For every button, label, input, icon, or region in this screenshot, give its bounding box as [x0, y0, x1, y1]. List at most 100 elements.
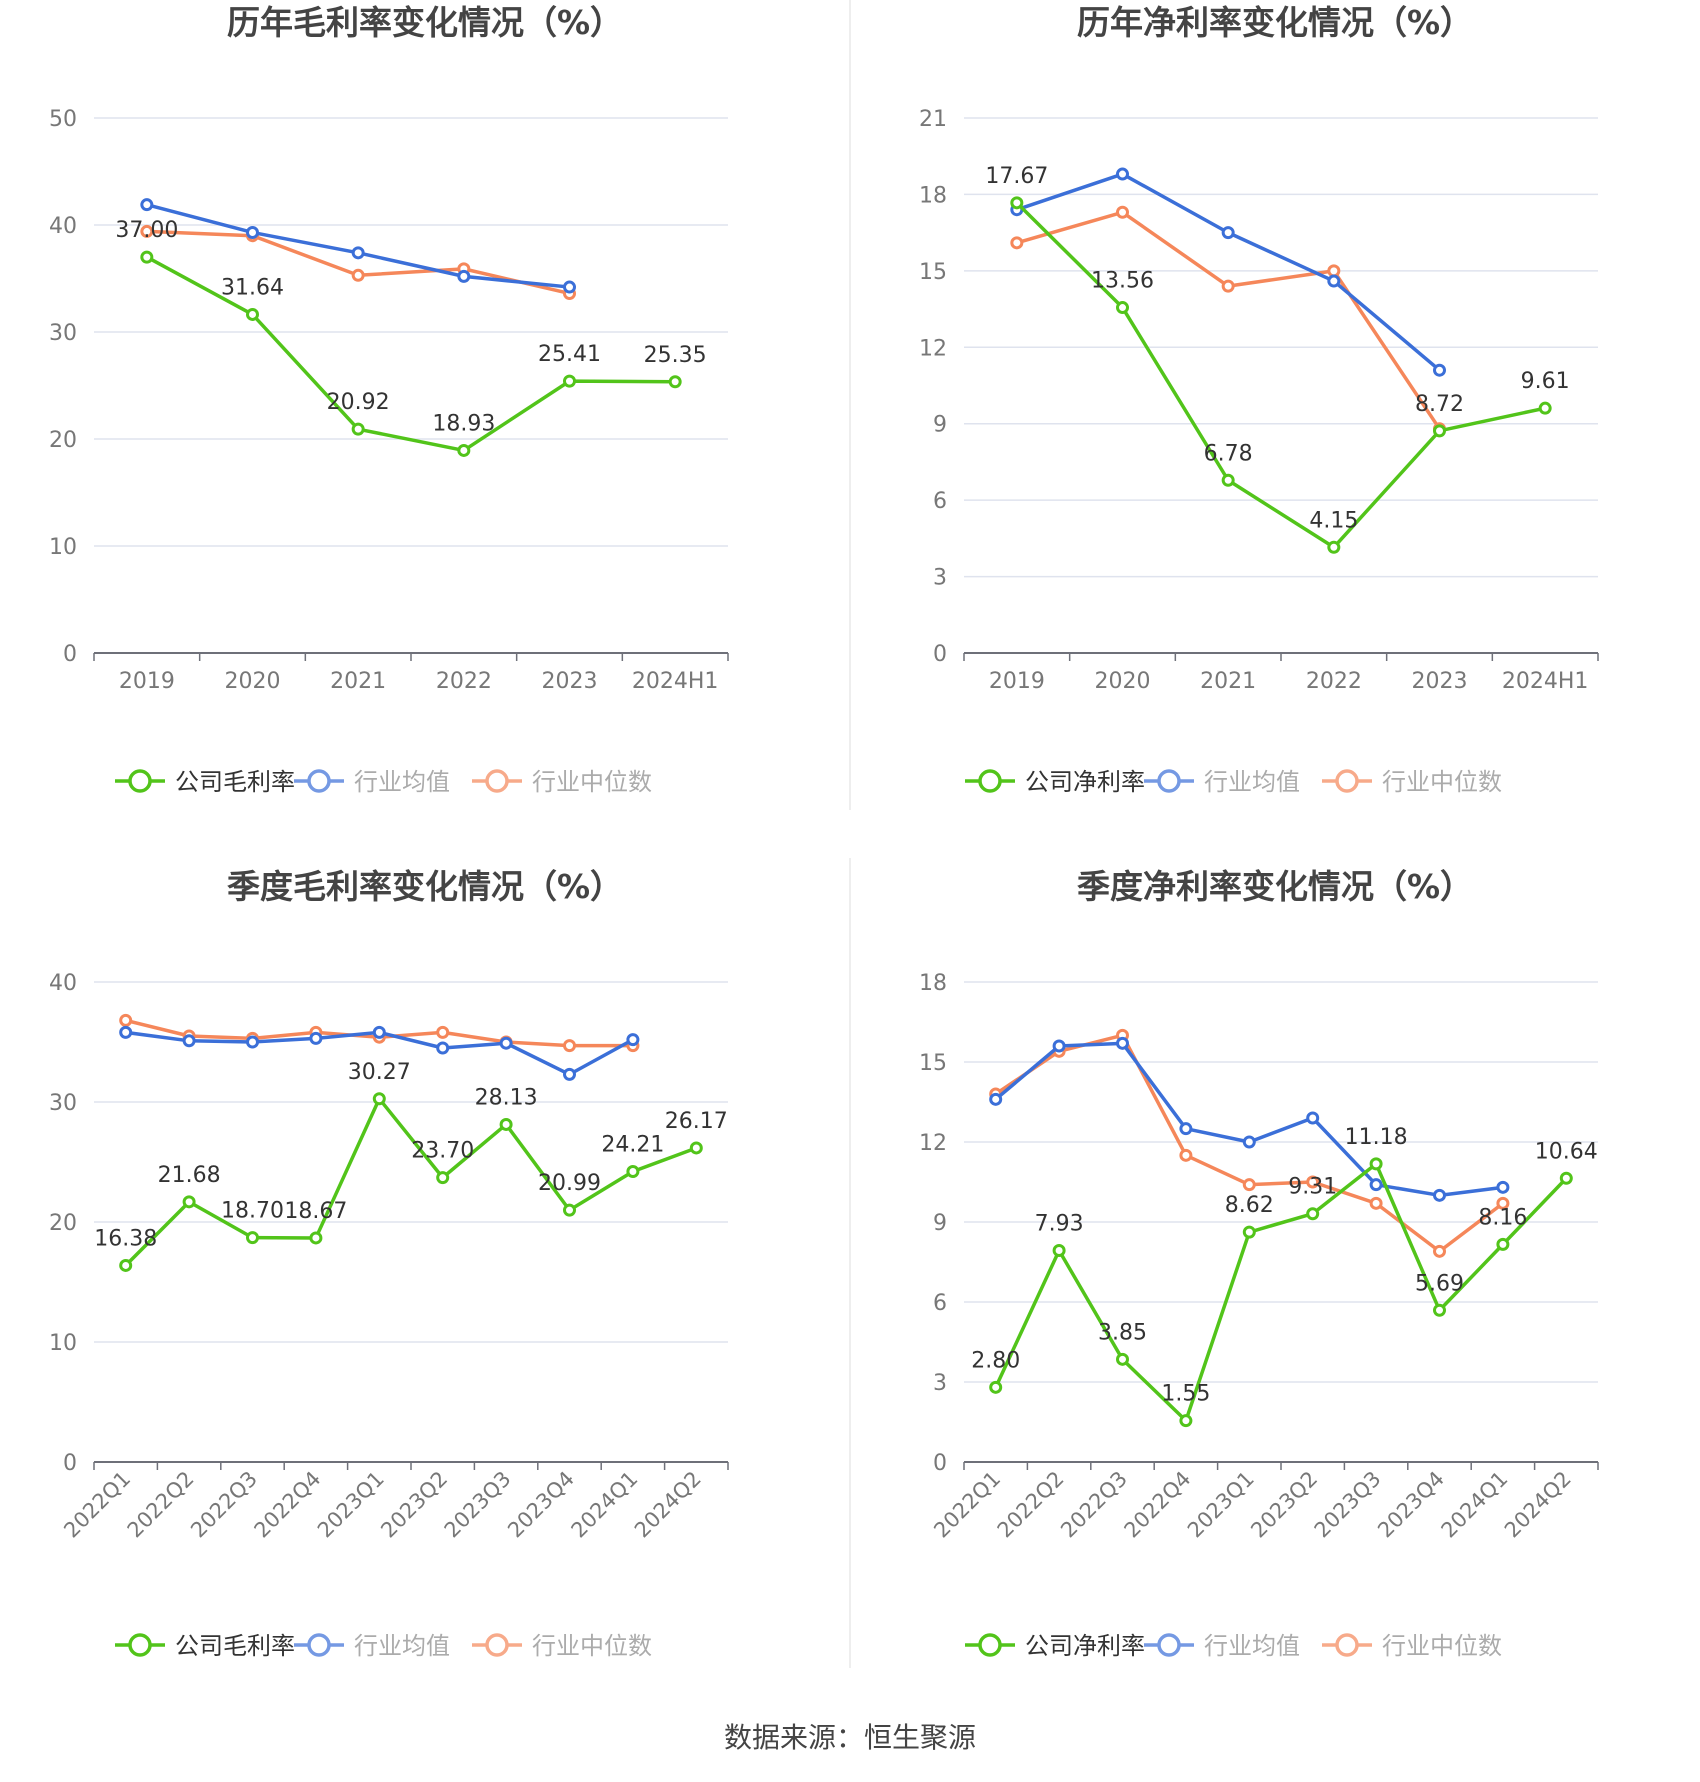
data-label: 5.69 [1415, 1271, 1464, 1296]
legend-marker [1335, 769, 1359, 793]
data-point-average [457, 269, 471, 283]
chart-panel-3: 季度毛利率变化情况（%）0102030402022Q12022Q22022Q32… [49, 867, 729, 1660]
data-point-average [1116, 1036, 1129, 1050]
legend-item-median: 行业中位数 [472, 768, 652, 796]
x-tick-label: 2022Q2 [993, 1467, 1069, 1543]
legend-item-average: 行业均值 [294, 1632, 450, 1660]
series-line-company [994, 1162, 1568, 1423]
y-tick-label: 40 [49, 971, 77, 996]
series-line-average [994, 1041, 1504, 1198]
data-point-median [351, 268, 365, 282]
x-tick-label: 2024Q2 [1500, 1467, 1576, 1543]
legend-item-company: 公司毛利率 [115, 768, 295, 796]
x-tick-label: 2023Q2 [1246, 1467, 1322, 1543]
series-line-average [1016, 172, 1441, 372]
data-point-average [309, 1031, 323, 1045]
data-point-average [626, 1033, 640, 1047]
data-label: 18.67 [284, 1199, 347, 1224]
y-tick-label: 6 [933, 489, 947, 514]
legend-item-company: 公司净利率 [965, 768, 1145, 796]
data-point-median [140, 224, 154, 238]
chart-title: 历年净利率变化情况（%） [1077, 3, 1473, 42]
x-tick-label: 2023Q3 [440, 1467, 516, 1543]
data-point-average [563, 1067, 576, 1081]
data-point-average [436, 1041, 450, 1055]
data-point-company [372, 1092, 386, 1106]
data-point-average [1433, 363, 1446, 377]
data-point-average [119, 1025, 133, 1039]
data-point-median [1116, 205, 1129, 219]
data-point-average [140, 198, 154, 212]
data-label: 21.68 [158, 1163, 221, 1188]
x-tick-label: 2022 [1306, 669, 1362, 694]
x-tick-label: 2024Q1 [1437, 1467, 1513, 1543]
data-point-average [1116, 167, 1129, 181]
legend-item-average: 行业均值 [294, 768, 450, 796]
data-point-average [1433, 1188, 1446, 1202]
x-tick-label: 2023Q3 [1310, 1467, 1386, 1543]
data-point-median [1327, 264, 1341, 278]
x-tick-label: 2023Q1 [1183, 1467, 1259, 1543]
data-point-median [1221, 279, 1235, 293]
x-tick-label: 2023 [542, 669, 598, 694]
legend-label: 行业均值 [1204, 768, 1300, 796]
chart-panel-1: 历年毛利率变化情况（%） 0 10 20 30 40 50 2019 2020 2021 2022 2… [49, 3, 729, 796]
data-point-company [1327, 540, 1341, 554]
data-point-company [499, 1117, 513, 1131]
legend-label: 行业均值 [1204, 1632, 1300, 1660]
data-label: 9.61 [1521, 369, 1570, 394]
series-line-company [124, 1097, 697, 1267]
data-point-average [1179, 1122, 1193, 1136]
data-label: 23.70 [411, 1139, 474, 1164]
y-tick-label: 20 [49, 1211, 77, 1236]
y-tick-label: 10 [49, 1331, 77, 1356]
data-label: 3.85 [1098, 1320, 1147, 1345]
legend-label: 公司净利率 [1025, 1632, 1145, 1660]
data-label: 37.00 [115, 218, 178, 243]
data-label: 9.31 [1288, 1175, 1337, 1200]
data-point-company [1369, 1157, 1383, 1171]
data-label: 4.15 [1309, 508, 1358, 533]
data-point-company [140, 250, 154, 264]
data-point-company [246, 307, 259, 321]
x-tick-label: 2019 [989, 669, 1045, 694]
data-point-average [246, 225, 259, 239]
x-tick-label: 2022Q3 [186, 1467, 262, 1543]
x-tick-label: 2023Q4 [503, 1467, 579, 1543]
legend-marker [485, 769, 509, 793]
data-label: 1.55 [1161, 1382, 1210, 1407]
legend-item-median: 行业中位数 [472, 1632, 652, 1660]
data-point-company [1538, 401, 1552, 415]
data-point-median [1369, 1196, 1383, 1210]
data-point-median [119, 1013, 133, 1027]
data-point-company [1221, 473, 1235, 487]
data-point-median [1306, 1175, 1320, 1189]
x-tick-label: 2024Q1 [567, 1467, 643, 1543]
y-tick-label: 18 [919, 971, 947, 996]
legend-item-median: 行业中位数 [1322, 768, 1502, 796]
legend-label: 行业均值 [354, 768, 450, 796]
legend-marker [1157, 1633, 1181, 1657]
data-point-company [1116, 301, 1129, 315]
data-point-median [1242, 1178, 1256, 1192]
y-tick-label: 12 [919, 336, 947, 361]
x-tick-label: 2023Q2 [376, 1467, 452, 1543]
data-point-company [1052, 1244, 1066, 1258]
legend-marker [978, 1633, 1002, 1657]
data-point-median [563, 1039, 576, 1053]
data-point-median [436, 1025, 450, 1039]
data-point-median [1433, 1244, 1446, 1258]
data-point-company [1242, 1225, 1256, 1239]
legend-item-average: 行业均值 [1144, 768, 1300, 796]
data-label: 24.21 [601, 1132, 664, 1157]
data-point-company [1496, 1237, 1510, 1251]
legend-item-company: 公司毛利率 [115, 1632, 295, 1660]
data-point-average [499, 1036, 513, 1050]
data-label: 6.78 [1204, 441, 1253, 466]
y-tick-label: 40 [49, 214, 77, 239]
data-point-company [1559, 1171, 1573, 1185]
data-point-median [1010, 236, 1024, 250]
legend-item-company: 公司净利率 [965, 1632, 1145, 1660]
y-tick-label: 20 [49, 428, 77, 453]
data-label: 10.64 [1535, 1139, 1598, 1164]
